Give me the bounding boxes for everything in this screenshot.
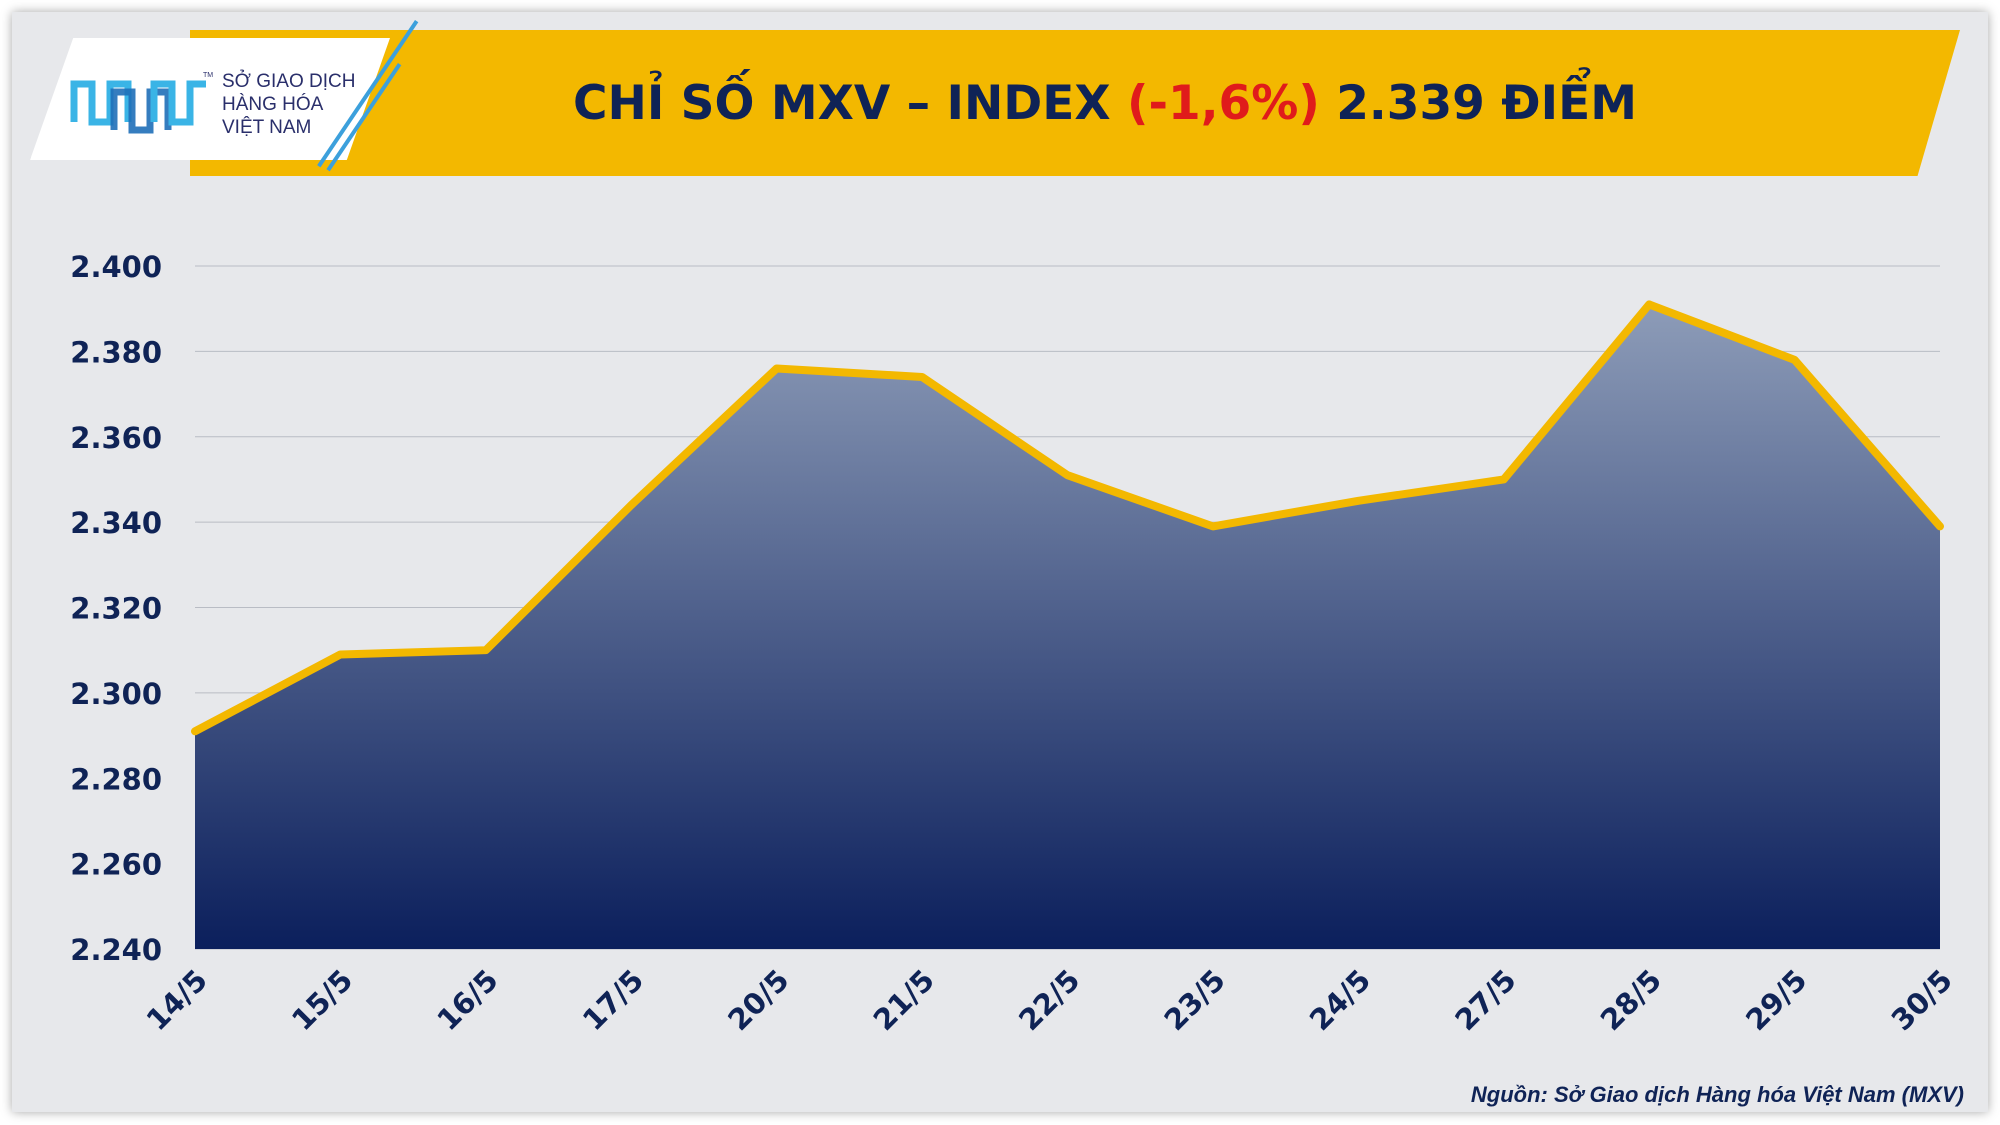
- mxv-logo-mark-icon: [70, 80, 206, 134]
- logo-line-2: HÀNG HÓA: [222, 94, 324, 115]
- x-tick-label: 21/5: [867, 963, 941, 1037]
- x-tick-label: 30/5: [1885, 963, 1959, 1037]
- title-prefix: CHỈ SỐ MXV – INDEX: [573, 75, 1111, 131]
- y-tick-label: 2.260: [70, 848, 162, 882]
- logo-trademark: TM: [203, 72, 214, 79]
- x-tick-label: 22/5: [1012, 963, 1086, 1037]
- logo-text: SỞ GIAO DỊCH HÀNG HÓA VIỆT NAM: [222, 70, 382, 139]
- y-tick-label: 2.360: [70, 421, 162, 455]
- y-tick-label: 2.300: [70, 677, 162, 711]
- series-area: [195, 304, 1940, 949]
- y-tick-label: 2.380: [70, 335, 162, 369]
- y-tick-label: 2.240: [70, 933, 162, 967]
- x-tick-label: 20/5: [721, 963, 795, 1037]
- x-tick-label: 15/5: [285, 963, 359, 1037]
- logo-line-1: SỞ GIAO DỊCH: [222, 71, 356, 92]
- y-tick-label: 2.280: [70, 762, 162, 796]
- title-banner: [190, 30, 1960, 176]
- logo-line-3: VIỆT NAM: [222, 117, 312, 138]
- source-note: Nguồn: Sở Giao dịch Hàng hóa Việt Nam (M…: [1470, 1082, 1964, 1107]
- x-tick-label: 23/5: [1158, 963, 1232, 1037]
- y-tick-label: 2.320: [70, 592, 162, 626]
- y-tick-label: 2.340: [70, 506, 162, 540]
- title-suffix: 2.339 ĐIỂM: [1336, 75, 1637, 131]
- x-tick-label: 16/5: [430, 963, 504, 1037]
- y-tick-label: 2.400: [70, 250, 162, 284]
- x-tick-label: 24/5: [1303, 963, 1377, 1037]
- x-tick-label: 28/5: [1594, 963, 1668, 1037]
- x-tick-label: 14/5: [140, 963, 214, 1037]
- chart-title: CHỈ SỐ MXV – INDEX (-1,6%) 2.339 ĐIỂM: [380, 30, 1830, 176]
- title-change: (-1,6%): [1127, 75, 1320, 131]
- x-tick-label: 29/5: [1739, 963, 1813, 1037]
- x-tick-label: 17/5: [576, 963, 650, 1037]
- series-line: [191, 300, 1944, 736]
- x-tick-label: 27/5: [1448, 963, 1522, 1037]
